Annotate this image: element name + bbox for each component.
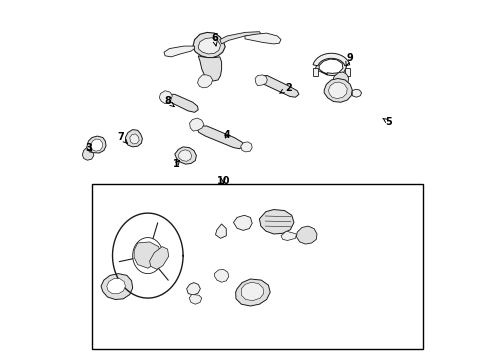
Text: 4: 4 [223, 130, 230, 140]
Text: 2: 2 [280, 83, 292, 93]
Polygon shape [313, 53, 350, 66]
Polygon shape [333, 72, 349, 86]
Text: 8: 8 [164, 96, 174, 107]
Polygon shape [125, 130, 143, 147]
Polygon shape [233, 215, 252, 230]
Polygon shape [255, 75, 268, 86]
Polygon shape [193, 32, 225, 58]
Text: 7: 7 [118, 132, 127, 143]
Polygon shape [179, 150, 192, 161]
Polygon shape [198, 56, 221, 81]
Polygon shape [134, 242, 160, 268]
Polygon shape [189, 294, 202, 304]
Polygon shape [296, 226, 317, 244]
Polygon shape [220, 32, 261, 44]
Polygon shape [87, 136, 106, 153]
Polygon shape [315, 55, 346, 76]
Polygon shape [241, 142, 252, 152]
Polygon shape [245, 33, 281, 44]
Polygon shape [130, 134, 139, 144]
Polygon shape [345, 68, 350, 76]
Polygon shape [165, 94, 198, 112]
Text: 1: 1 [173, 159, 180, 169]
Polygon shape [82, 148, 94, 160]
Polygon shape [91, 139, 102, 151]
Text: 5: 5 [383, 117, 392, 127]
Polygon shape [258, 76, 299, 97]
Polygon shape [107, 279, 125, 294]
Polygon shape [164, 46, 195, 57]
Polygon shape [198, 38, 220, 54]
Polygon shape [101, 274, 133, 300]
Bar [92, 184, 423, 349]
Polygon shape [190, 118, 204, 131]
Polygon shape [328, 82, 347, 99]
Polygon shape [259, 210, 294, 234]
Text: 3: 3 [85, 143, 92, 153]
Polygon shape [216, 224, 226, 238]
Polygon shape [281, 231, 296, 240]
Text: 10: 10 [217, 176, 230, 186]
Text: 9: 9 [346, 53, 353, 66]
Text: 6: 6 [211, 33, 218, 46]
Polygon shape [215, 269, 229, 282]
Polygon shape [197, 126, 244, 149]
Polygon shape [352, 89, 362, 97]
Polygon shape [159, 91, 172, 104]
Polygon shape [175, 147, 196, 164]
Polygon shape [149, 247, 169, 269]
Polygon shape [187, 283, 200, 295]
Polygon shape [242, 282, 264, 301]
Polygon shape [236, 279, 270, 306]
Polygon shape [197, 75, 213, 88]
Polygon shape [313, 68, 318, 76]
Polygon shape [324, 78, 352, 102]
